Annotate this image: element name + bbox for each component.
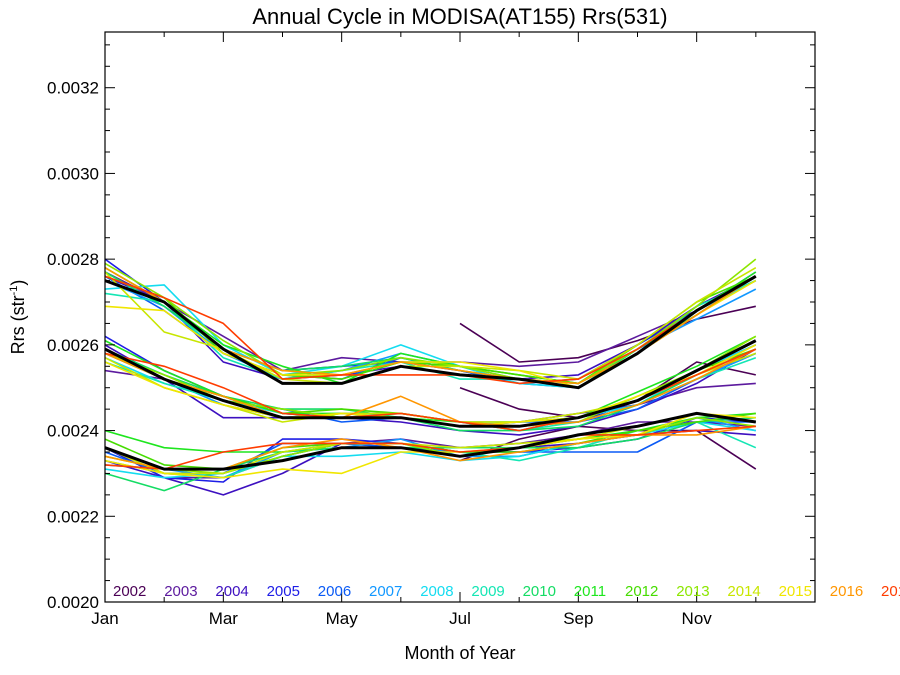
chart-title: Annual Cycle in MODISA(AT155) Rrs(531) (252, 4, 667, 29)
legend-item-2006: 2006 (318, 583, 351, 600)
y-tick-label-2: 0.0024 (47, 422, 99, 441)
mean-line-2 (104, 339, 757, 428)
x-tick-label-0: Jan (91, 609, 118, 628)
series-line-2017-1 (104, 275, 757, 385)
legend-item-2007: 2007 (369, 583, 402, 600)
legend-item-2008: 2008 (420, 583, 453, 600)
x-axis-label: Month of Year (404, 643, 515, 663)
legend-item-2016: 2016 (830, 583, 863, 600)
legend-item-2013: 2013 (676, 583, 709, 600)
x-tick-label-2: May (326, 609, 359, 628)
y-axis-label: Rrs (str-1) (8, 280, 28, 355)
legend-item-2010: 2010 (523, 583, 556, 600)
legend-item-2003: 2003 (164, 583, 197, 600)
x-tick-label-4: Sep (563, 609, 593, 628)
y-tick-label-3: 0.0026 (47, 336, 99, 355)
legend-item-2002: 2002 (113, 583, 146, 600)
mean-line-1 (104, 275, 757, 390)
mean-layer (104, 275, 757, 471)
legend-item-2005: 2005 (267, 583, 300, 600)
y-tick-label-4: 0.0028 (47, 250, 99, 269)
legend-item-2015: 2015 (779, 583, 812, 600)
legend-item-2014: 2014 (727, 583, 760, 600)
y-tick-label-1: 0.0022 (47, 507, 99, 526)
legend-item-2017: 2017 (881, 583, 900, 600)
y-tick-label-0: 0.0020 (47, 593, 99, 612)
axis-layer: Jan Mar May Jul Sep Nov 0.0020 0.0022 0.0024 0.00… (47, 32, 815, 628)
legend-item-2012: 2012 (625, 583, 658, 600)
series-line-2016-2 (104, 348, 757, 428)
legend-item-2011: 2011 (574, 583, 606, 600)
legend-item-2004: 2004 (215, 583, 248, 600)
x-tick-label-1: Mar (209, 609, 239, 628)
x-tick-label-5: Nov (682, 609, 713, 628)
y-axis-label-main: Rrs (str (8, 295, 28, 354)
y-tick-label-6: 0.0032 (47, 79, 99, 98)
x-tick-label-3: Jul (449, 609, 471, 628)
series-line-2017-3 (104, 425, 756, 470)
mean-line-3 (104, 411, 757, 471)
y-axis-label-superscript: -1 (8, 286, 20, 296)
legend-item-2009: 2009 (471, 583, 504, 600)
series-line-2011-2 (104, 335, 757, 423)
y-axis-label-close: ) (8, 280, 28, 286)
y-tick-label-5: 0.0030 (47, 164, 99, 183)
legend-layer: 2002 2003 2004 2005 2006 2007 2008 2009 2010 2011… (113, 583, 900, 600)
